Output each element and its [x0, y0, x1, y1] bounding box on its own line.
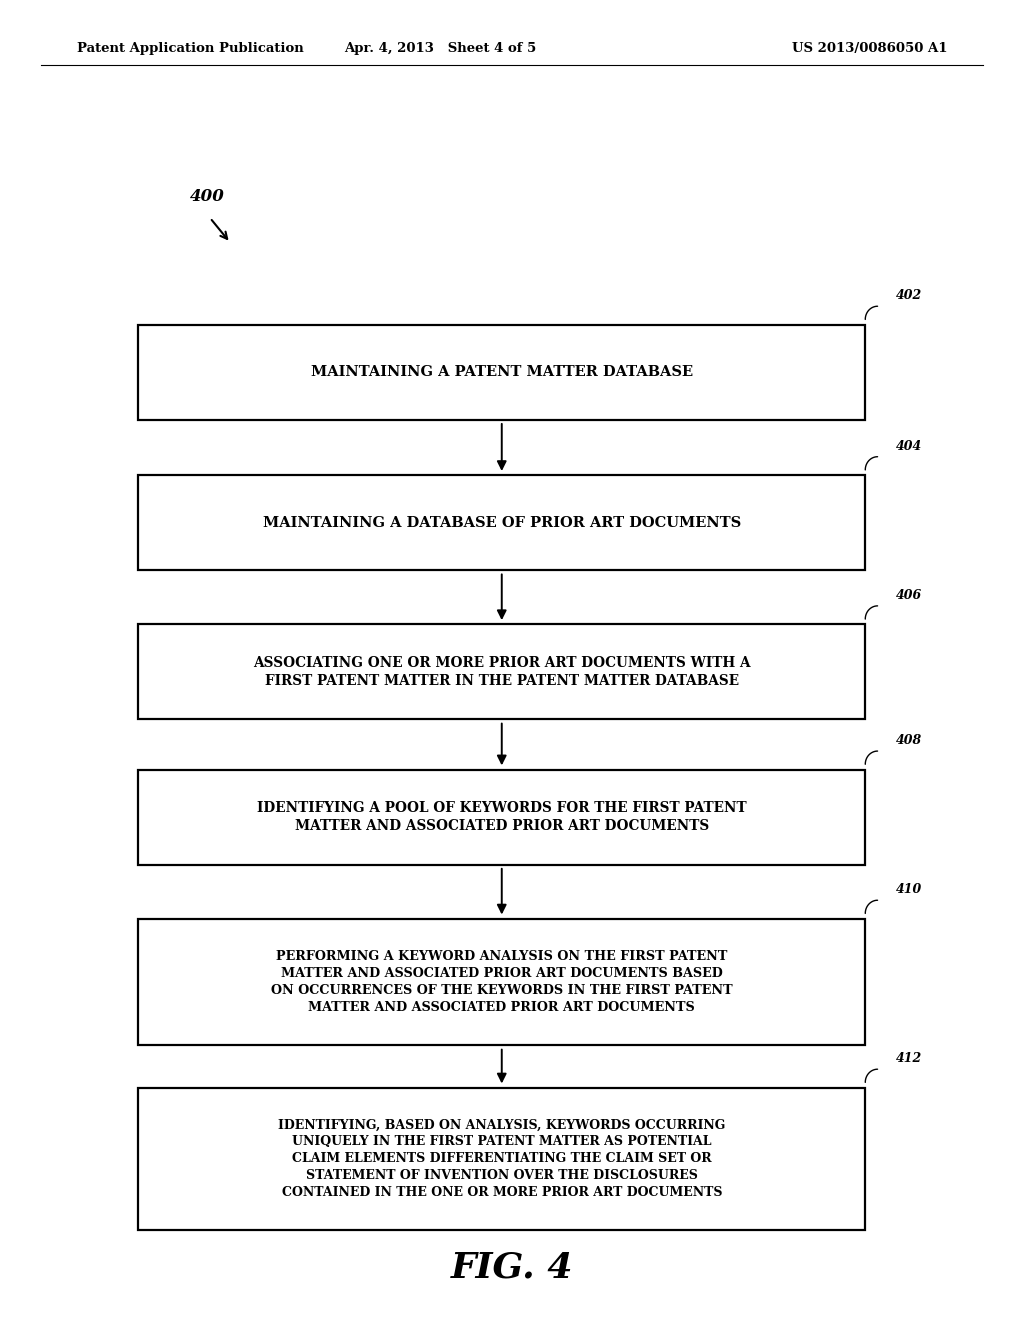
Text: 400: 400 — [189, 187, 224, 205]
Text: Apr. 4, 2013   Sheet 4 of 5: Apr. 4, 2013 Sheet 4 of 5 — [344, 42, 537, 55]
Text: ASSOCIATING ONE OR MORE PRIOR ART DOCUMENTS WITH A
FIRST PATENT MATTER IN THE PA: ASSOCIATING ONE OR MORE PRIOR ART DOCUME… — [253, 656, 751, 688]
Text: 404: 404 — [896, 440, 923, 453]
Text: FIG. 4: FIG. 4 — [451, 1250, 573, 1284]
Bar — [138, 624, 865, 719]
Text: 412: 412 — [896, 1052, 923, 1065]
Text: MAINTAINING A PATENT MATTER DATABASE: MAINTAINING A PATENT MATTER DATABASE — [310, 366, 693, 379]
Text: PERFORMING A KEYWORD ANALYSIS ON THE FIRST PATENT
MATTER AND ASSOCIATED PRIOR AR: PERFORMING A KEYWORD ANALYSIS ON THE FIR… — [271, 950, 732, 1014]
Text: 406: 406 — [896, 589, 923, 602]
Text: Patent Application Publication: Patent Application Publication — [77, 42, 303, 55]
Text: IDENTIFYING, BASED ON ANALYSIS, KEYWORDS OCCURRING
UNIQUELY IN THE FIRST PATENT : IDENTIFYING, BASED ON ANALYSIS, KEYWORDS… — [279, 1118, 725, 1200]
Text: 408: 408 — [896, 734, 923, 747]
Text: 410: 410 — [896, 883, 923, 896]
Bar — [138, 475, 865, 570]
Text: 402: 402 — [896, 289, 923, 302]
Bar — [138, 919, 865, 1045]
Text: US 2013/0086050 A1: US 2013/0086050 A1 — [792, 42, 947, 55]
Bar — [138, 325, 865, 420]
Bar — [138, 1088, 865, 1230]
Text: IDENTIFYING A POOL OF KEYWORDS FOR THE FIRST PATENT
MATTER AND ASSOCIATED PRIOR : IDENTIFYING A POOL OF KEYWORDS FOR THE F… — [257, 801, 746, 833]
Text: MAINTAINING A DATABASE OF PRIOR ART DOCUMENTS: MAINTAINING A DATABASE OF PRIOR ART DOCU… — [262, 516, 741, 529]
Bar — [138, 770, 865, 865]
